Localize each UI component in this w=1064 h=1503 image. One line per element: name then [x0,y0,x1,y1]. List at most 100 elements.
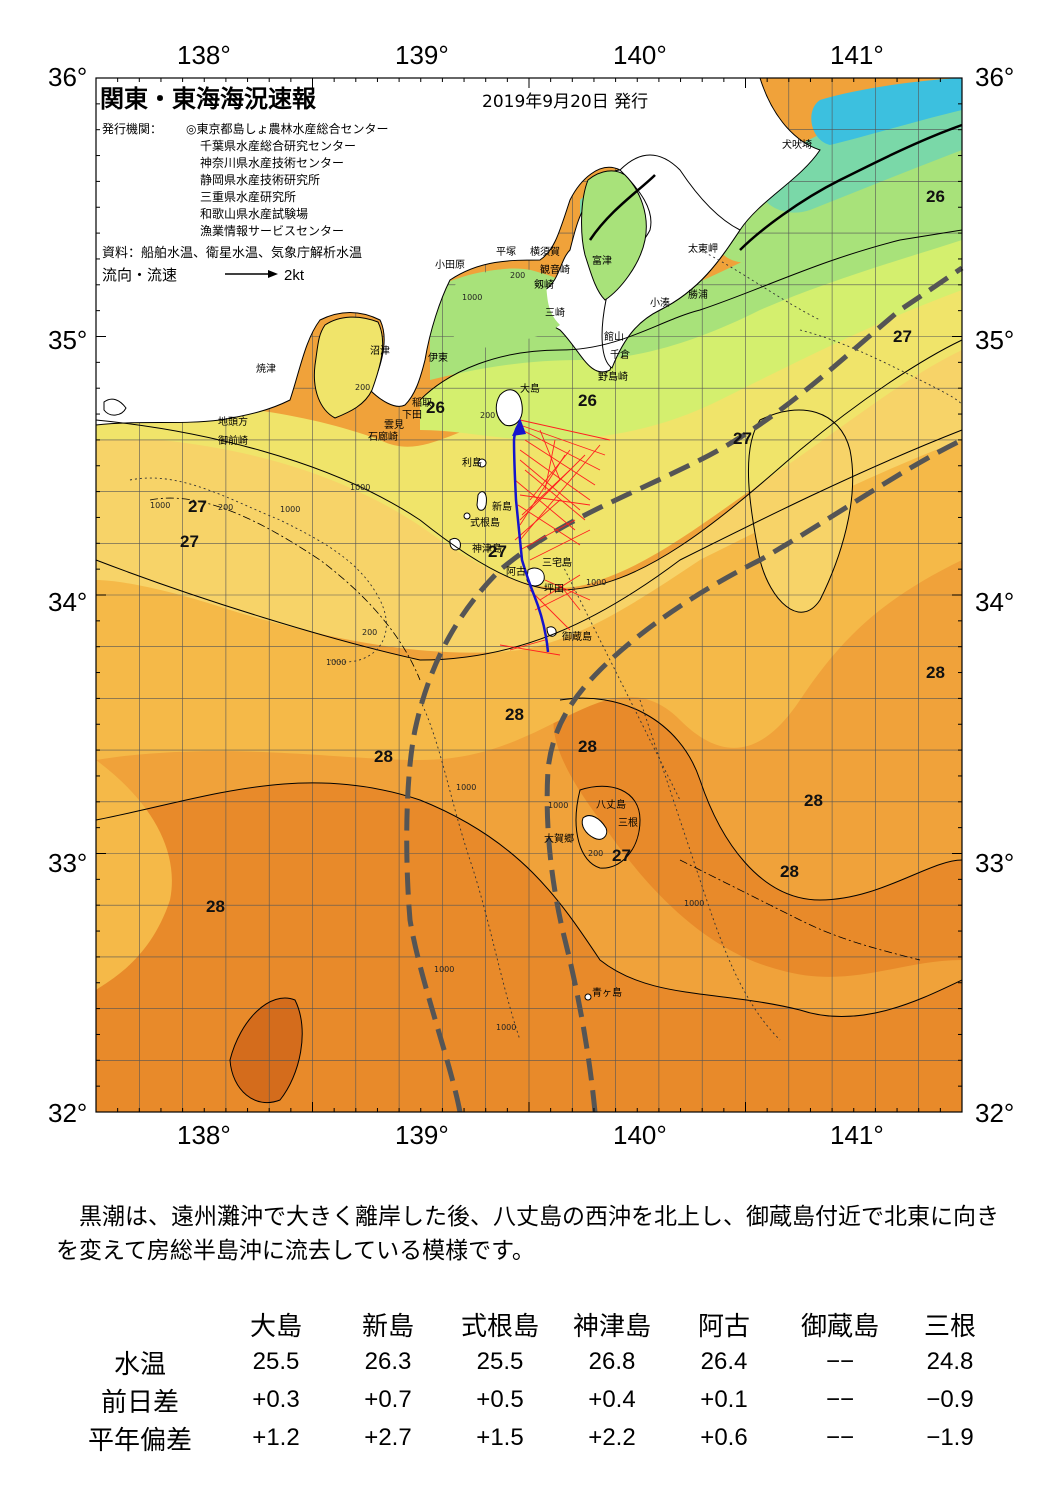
table-cell: −0.9 [926,1386,974,1413]
issuer-item: 千葉県水産総合研究センター [200,138,356,153]
sagami-bay [450,268,560,350]
depth-label: 1000 [456,783,476,792]
lon-label-bottom: 139° [395,1120,449,1150]
table-cell: +0.7 [364,1386,412,1413]
table-cell: 26.3 [364,1348,412,1375]
station-header: 大島 [249,1311,302,1342]
isotherm-line [229,997,303,1104]
ship-track [509,639,546,651]
map-ticks [95,77,963,1113]
place-name: 阿古 [506,565,526,578]
depth-label: 200 [362,628,377,637]
issuer-item: 静岡県水産技術研究所 [200,172,320,187]
place-name: 富津 [592,254,612,267]
lon-label-bottom: 140° [613,1120,667,1150]
lon-label-bottom: 141° [830,1120,884,1150]
place-name: 観音崎 [540,263,570,276]
ship-track [499,644,561,656]
data-source: 資料：船舶水温、衛星水温、気象庁解析水温 [102,245,362,261]
table-corner [60,1305,220,1343]
place-name: 太東岬 [688,242,718,255]
summary-paragraph: 黒潮は、遠州灘沖で大きく離岸した後、八丈島の西沖を北上し、御蔵島付近で北東に向き… [56,1204,999,1264]
ship-track [514,499,561,541]
summary-text: 黒潮は、遠州灘沖で大きく離岸した後、八丈島の西沖を北上し、御蔵島付近で北東に向き… [56,1200,1016,1268]
place-name: 小田原 [435,259,465,271]
sea-temp-27-28 [96,760,172,990]
place-name: 館山 [604,330,624,343]
lat-label-left: 34° [48,587,88,617]
lat-label-left: 36° [48,62,88,92]
table-cell: −− [825,1386,855,1413]
depth-labels: 1000 200 200 200 1000 1000 200 1000 1000… [150,271,704,1032]
ship-track [519,449,591,501]
isotherm-label: 28 [578,737,597,756]
issuer-item: 神奈川県水産技術センター [200,155,344,170]
lat-label-right: 35° [975,325,1015,355]
island-omaezaki-rock [103,398,127,416]
island-toshima [477,458,487,468]
place-name: 三宅島 [542,556,572,569]
ship-track [519,494,591,506]
map-canvas: 関東・東海海況速報 2019年9月20日 発行 発行機関： ◎東京都島しょ農林水… [95,77,964,1113]
depth-contour [799,329,963,406]
lon-label-top: 141° [830,40,884,70]
legend-label: 流向・流速 [102,266,177,284]
sea-temp-29 [230,998,303,1103]
place-names: 犬吠埼 太東岬 勝浦 小湊 富津 館山 千倉 野島崎 横須賀 観音崎 剱崎 三崎… [218,138,812,999]
depth-contour [149,497,421,681]
place-name: 御前崎 [218,434,248,447]
lon-label-top: 140° [613,40,667,70]
table-cell: 25.5 [476,1348,524,1375]
place-name: 野島崎 [598,370,628,383]
isotherm-label: 27 [180,532,199,551]
table-cell: +2.7 [364,1424,412,1451]
isotherm-label: 26 [426,398,445,417]
island-niijima [476,491,487,511]
lat-label-right: 32° [975,1098,1015,1128]
sea-temp-23 [811,78,962,145]
isotherm-label: 26 [926,187,945,206]
place-name: 剱崎 [534,278,554,291]
ship-track [524,469,586,521]
island-aogashima [584,993,592,1001]
table-cell: +0.6 [700,1424,748,1451]
place-name: 小湊 [650,296,670,309]
ship-track [519,419,611,441]
ship-track [529,529,591,561]
station-header: 阿古 [697,1311,750,1342]
depth-label: 1000 [150,501,170,510]
island-oshima [495,389,523,427]
depth-label: 1000 [434,965,454,974]
station-header: 神津島 [572,1311,651,1342]
isotherm-label: 28 [780,862,799,881]
lat-label-left: 33° [48,848,88,878]
issuer-item: 三重県水産研究所 [200,189,296,204]
isotherm-thick-lines [588,123,963,251]
isotherm-line-thick [739,123,963,251]
table-cell: −1.9 [926,1424,974,1451]
ship-track [529,589,571,631]
ship-track [529,449,571,501]
depth-label: 1000 [326,658,346,667]
station-header: 三根 [923,1311,976,1342]
sea-temp-28-warm [553,698,962,977]
issuer-item: 漁業情報サービスセンター [200,224,344,238]
table-cell: 26.4 [700,1348,748,1375]
isotherm-label: 28 [926,663,945,682]
place-name: 下田 [402,410,422,421]
isotherm-label: 27 [488,542,507,561]
place-name: 犬吠埼 [782,138,812,151]
place-name: 地頭方 [218,415,248,428]
issuer-label: 発行機関： [102,121,162,136]
place-name: 千倉 [610,348,630,361]
depth-label: 1000 [586,578,606,587]
island-shikinejima [463,512,471,520]
table-cell: +1.5 [476,1424,524,1451]
table-cell: 24.8 [926,1348,974,1375]
islands [103,389,608,1001]
issuer-item: 和歌山県水産試験場 [200,206,308,221]
table-row: 平年偏差 +1.2 +2.7 +1.5 +2.2 +0.6 −− −1.9 [60,1419,1000,1457]
island-hachijojima [581,815,608,840]
lon-label-top: 139° [395,40,449,70]
water-temp-table: 大島 新島 式根島 神津島 阿古 御蔵島 三根 水温 25.5 26.3 25.… [60,1305,1000,1457]
